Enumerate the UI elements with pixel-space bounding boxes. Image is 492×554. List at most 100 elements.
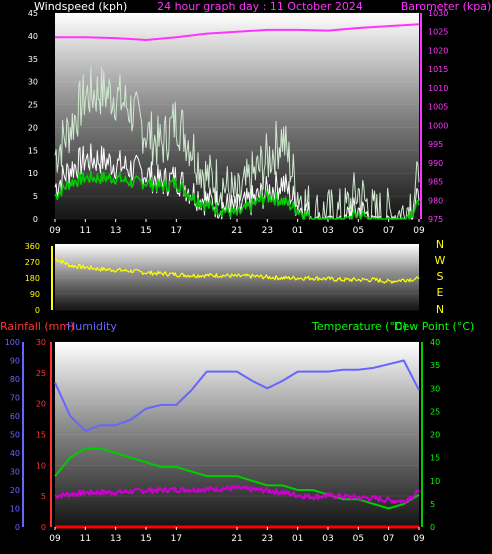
x-tick-label: 07 <box>383 534 394 544</box>
avg-wind-series <box>54 170 420 220</box>
hum-y-tick-label: 80 <box>10 375 20 384</box>
compass-n-bottom: N <box>436 303 444 316</box>
rain-y-tick-label: 5 <box>41 492 46 501</box>
compass-w: W <box>435 254 446 267</box>
wind-y-tick-label: 15 <box>28 146 38 155</box>
baro-y-tick-label: 985 <box>428 178 443 187</box>
baro-y-tick-label: 1020 <box>428 46 448 55</box>
x-tick-label: 09 <box>49 534 61 544</box>
hum-y-tick-label: 50 <box>10 431 20 440</box>
x-tick-label: 01 <box>292 226 303 236</box>
humidity-series <box>54 359 420 432</box>
rain-y-tick-label: 15 <box>36 431 46 440</box>
rain-y-tick-label: 0 <box>41 523 46 532</box>
x-tick-label: 13 <box>110 226 121 236</box>
hum-y-tick-label: 40 <box>10 449 20 458</box>
temp-y-tick-label: 30 <box>430 384 440 393</box>
rain-y-tick-label: 10 <box>36 461 46 470</box>
baro-axis-label: Barometer (kpa) <box>401 0 492 13</box>
temp-axis-label: Temperature (°C) <box>311 320 407 333</box>
x-tick-label: 09 <box>49 226 61 236</box>
baro-y-tick-label: 1030 <box>428 9 448 18</box>
hum-y-tick-label: 0 <box>15 523 20 532</box>
x-tick-label: 21 <box>231 534 242 544</box>
baro-y-tick-label: 1010 <box>428 84 448 93</box>
x-tick-label: 09 <box>413 534 425 544</box>
temp-y-tick-label: 5 <box>430 500 435 509</box>
baro-y-tick-label: 980 <box>428 196 443 205</box>
hum-y-tick-label: 70 <box>10 394 20 403</box>
hum-axis-label: Humidity <box>67 320 117 333</box>
dir-y-tick-label: 0 <box>35 306 40 315</box>
baro-y-tick-label: 1005 <box>428 103 448 112</box>
wind-y-tick-label: 40 <box>28 32 38 41</box>
x-tick-label: 13 <box>110 534 121 544</box>
hum-y-tick-label: 60 <box>10 412 20 421</box>
baro-y-tick-label: 975 <box>428 215 443 224</box>
x-tick-label: 05 <box>353 534 364 544</box>
x-tick-label: 03 <box>322 534 333 544</box>
hum-y-tick-label: 100 <box>5 338 20 347</box>
x-tick-label: 01 <box>292 534 303 544</box>
x-tick-label: 15 <box>140 226 151 236</box>
hum-y-tick-label: 30 <box>10 468 20 477</box>
hum-y-tick-label: 20 <box>10 486 20 495</box>
wind-y-tick-label: 30 <box>28 78 38 87</box>
dew-axis-label: Dew Point (°C) <box>394 320 474 333</box>
hum-y-tick-label: 90 <box>10 357 20 366</box>
dewpoint-series <box>54 484 420 504</box>
baro-y-tick-label: 1000 <box>428 121 448 130</box>
x-tick-label: 15 <box>140 534 151 544</box>
chart-title: 24 hour graph day : 11 October 2024 <box>157 0 363 13</box>
wind-axis-label: Windspeed (kph) <box>34 0 127 13</box>
x-tick-label: 05 <box>353 226 364 236</box>
baro-y-tick-label: 990 <box>428 159 443 168</box>
rain-axis-label: Rainfall (mm) <box>0 320 74 333</box>
dir-y-tick-label: 360 <box>25 242 40 251</box>
hum-y-tick-label: 10 <box>10 505 20 514</box>
wind-y-tick-label: 35 <box>28 55 38 64</box>
compass-e: E <box>437 286 444 299</box>
temp-y-tick-label: 0 <box>430 523 435 532</box>
temp-y-tick-label: 35 <box>430 361 440 370</box>
x-tick-label: 17 <box>171 534 182 544</box>
compass-s: S <box>437 270 444 283</box>
x-tick-label: 11 <box>80 226 91 236</box>
temperature-series <box>54 447 420 510</box>
gust-series <box>54 66 420 220</box>
dir-y-tick-label: 90 <box>30 290 40 299</box>
wind-y-tick-label: 45 <box>28 9 38 18</box>
rain-y-tick-label: 20 <box>36 400 46 409</box>
dir-y-tick-label: 180 <box>25 274 40 283</box>
baro-series <box>55 23 420 41</box>
x-tick-label: 11 <box>80 534 91 544</box>
compass-n-top: N <box>436 238 444 251</box>
x-tick-label: 23 <box>262 226 273 236</box>
temp-y-tick-label: 25 <box>430 407 440 416</box>
wind-y-tick-label: 5 <box>33 192 38 201</box>
x-tick-label: 21 <box>231 226 242 236</box>
temp-y-tick-label: 40 <box>430 338 440 347</box>
dir-y-tick-label: 270 <box>25 258 40 267</box>
x-tick-label: 03 <box>322 226 333 236</box>
tick-layer: 0510152025303540459759809859909951000100… <box>5 9 449 544</box>
dir-series <box>54 257 420 284</box>
rain-y-tick-label: 30 <box>36 338 46 347</box>
wind-y-tick-label: 25 <box>28 101 38 110</box>
wind-y-tick-label: 20 <box>28 123 38 132</box>
wind-y-tick-label: 10 <box>28 169 38 178</box>
x-tick-label: 07 <box>383 226 394 236</box>
temp-y-tick-label: 10 <box>430 477 440 486</box>
temp-y-tick-label: 15 <box>430 454 440 463</box>
x-tick-label: 17 <box>171 226 182 236</box>
wind-y-tick-label: 0 <box>33 215 38 224</box>
x-tick-label: 09 <box>413 226 425 236</box>
dir-plot-bg <box>55 244 419 310</box>
rain-y-tick-label: 25 <box>36 369 46 378</box>
baro-y-tick-label: 1015 <box>428 65 448 74</box>
baro-y-tick-label: 1025 <box>428 28 448 37</box>
baro-y-tick-label: 995 <box>428 140 443 149</box>
temp-y-tick-label: 20 <box>430 431 440 440</box>
x-tick-label: 23 <box>262 534 273 544</box>
